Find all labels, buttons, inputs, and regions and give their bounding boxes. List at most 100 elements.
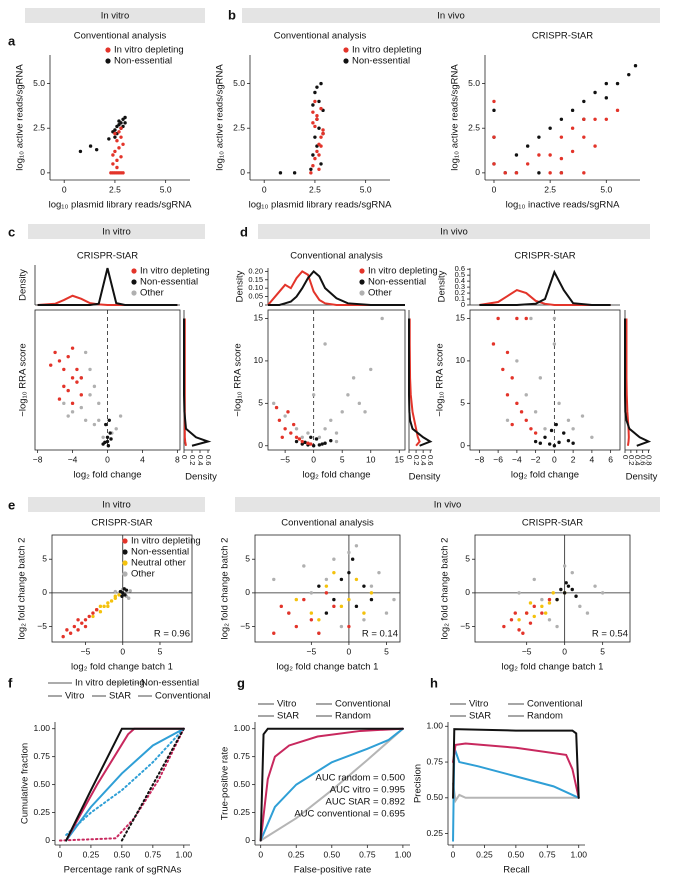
density-label: Density (437, 270, 448, 302)
point (320, 442, 324, 446)
point (98, 610, 103, 614)
point (106, 444, 111, 448)
header-bar (242, 8, 660, 23)
point (503, 171, 507, 175)
point (332, 570, 336, 575)
density-tick-label: 0.3 (455, 282, 465, 291)
point (115, 165, 119, 170)
point (517, 628, 521, 632)
point (294, 624, 299, 629)
point (105, 439, 110, 444)
point (292, 171, 297, 175)
point (384, 611, 389, 615)
y-tick-label: 0.50 (233, 779, 250, 789)
point (98, 604, 103, 609)
point (357, 401, 362, 406)
point (300, 435, 304, 439)
legend-label: In vitro depleting (368, 266, 438, 277)
line-series (65, 727, 185, 842)
point (80, 621, 84, 625)
density-curve (479, 269, 611, 306)
chart-title: CRISPR-StAR (532, 31, 593, 42)
point (87, 614, 91, 619)
x-tick-label: −5 (81, 646, 91, 656)
point (380, 316, 384, 321)
x-tick-label: 5 (340, 454, 345, 464)
legend-label: StAR (469, 711, 491, 722)
x-tick-label: 0 (451, 849, 456, 859)
y-axis-label: log₂ fold change batch 2 (17, 538, 28, 640)
y-axis-label: −log₁₀ RRA score (233, 343, 244, 416)
density-curve (625, 318, 630, 446)
point (562, 591, 567, 595)
x-tick-label: 2.5 (309, 184, 321, 194)
y-tick-label: 15 (254, 313, 264, 323)
point (317, 435, 322, 439)
x-tick-label: −8 (33, 454, 43, 464)
y-tick-label: 5.0 (468, 78, 480, 88)
legend-label: Vitro (277, 699, 296, 710)
point (114, 427, 118, 431)
legend-label: Conventional (335, 699, 390, 710)
point (121, 142, 125, 146)
plot-frame (267, 309, 406, 451)
point (505, 350, 510, 355)
point (313, 90, 317, 95)
point (111, 153, 115, 157)
y-tick-label: 0 (42, 587, 47, 597)
x-tick-label: 2 (571, 454, 576, 464)
y-tick-label: 0.50 (33, 779, 50, 789)
header-bar (28, 497, 205, 512)
y-tick-label: 0 (460, 440, 465, 450)
point (315, 114, 319, 118)
point (120, 594, 124, 598)
point (332, 597, 336, 602)
density-tick-label: 0 (461, 300, 465, 309)
point (528, 601, 533, 605)
point (317, 631, 321, 635)
line-series (452, 742, 580, 799)
point (309, 171, 313, 175)
legend-marker (105, 47, 111, 53)
point (537, 135, 541, 139)
density-tick-label: 0.2 (627, 455, 636, 465)
point (548, 171, 552, 175)
point (615, 81, 620, 86)
point (115, 158, 119, 163)
legend-label: Neutral other (131, 558, 186, 569)
point (517, 591, 521, 595)
x-tick-label: 0 (258, 849, 263, 859)
point (324, 611, 329, 615)
x-axis-label: log₁₀ inactive reads/sgRNA (506, 200, 620, 211)
x-axis-label: log₂ fold change (511, 470, 579, 481)
point (551, 591, 555, 595)
panel-label: e (8, 497, 15, 512)
x-tick-label: 4 (590, 454, 595, 464)
x-axis-label: log₂ fold change batch 1 (71, 662, 173, 673)
point (532, 614, 536, 619)
point (543, 427, 547, 431)
point (582, 99, 586, 104)
point (524, 611, 529, 615)
point (593, 90, 597, 95)
point (315, 117, 319, 121)
point (529, 316, 533, 321)
y-tick-label: 2.5 (33, 122, 45, 132)
x-tick-label: −8 (475, 454, 485, 464)
header-label: In vitro (102, 227, 131, 238)
point (515, 316, 519, 321)
x-tick-label: −5 (306, 646, 316, 656)
point (524, 393, 528, 397)
point (559, 117, 564, 121)
point (311, 444, 316, 448)
point (315, 149, 319, 154)
point (88, 393, 92, 397)
y-tick-label: 5.0 (233, 78, 245, 88)
annotation: AUC StAR = 0.892 (326, 797, 405, 808)
x-tick-label: 1.00 (395, 849, 412, 859)
point (274, 405, 279, 410)
point (515, 359, 519, 363)
point (543, 611, 548, 615)
legend-label: In vitro depleting (114, 45, 184, 56)
point (70, 401, 75, 406)
